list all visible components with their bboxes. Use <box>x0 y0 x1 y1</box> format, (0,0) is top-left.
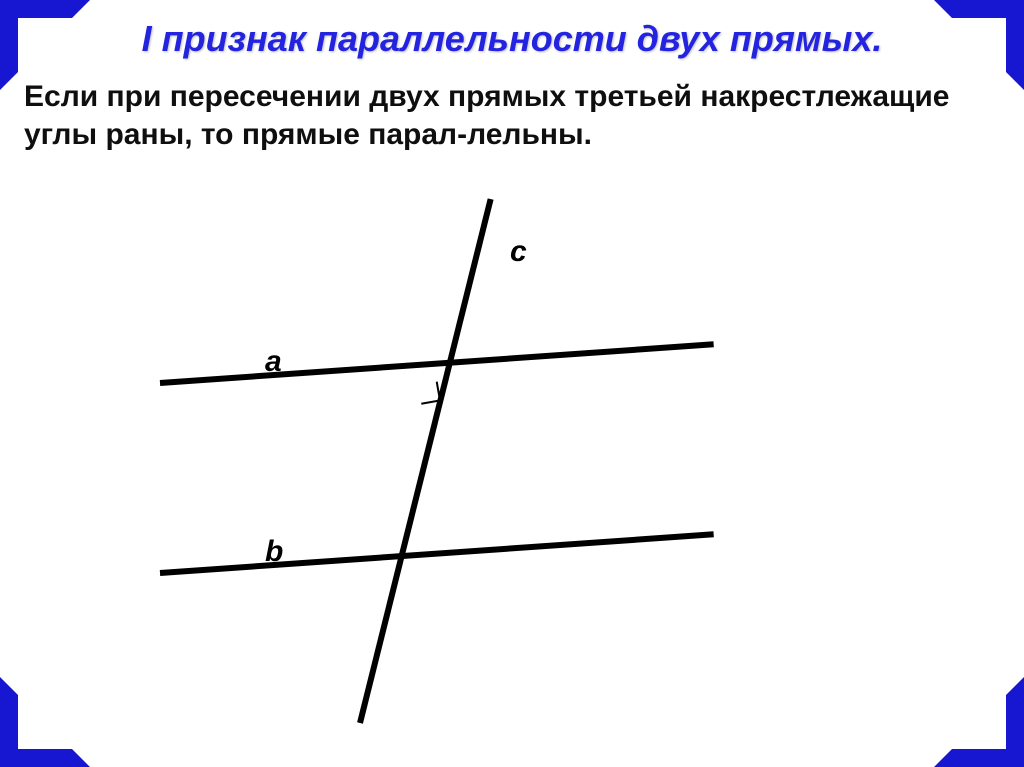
slide-title: I признак параллельности двух прямых. <box>0 18 1024 60</box>
label-c: c <box>510 235 527 269</box>
label-b: b <box>265 535 283 569</box>
corner-bracket-icon <box>934 677 1024 767</box>
frame-corner-br <box>934 677 1024 767</box>
theorem-text: Если при пересечении двух прямых третьей… <box>24 78 1000 155</box>
line-c <box>357 198 493 723</box>
parallel-lines-diagram: c a b <box>60 200 810 740</box>
label-a: a <box>265 345 282 379</box>
right-angle-mark-icon <box>418 382 441 405</box>
line-b <box>160 531 714 576</box>
line-a <box>160 341 714 386</box>
